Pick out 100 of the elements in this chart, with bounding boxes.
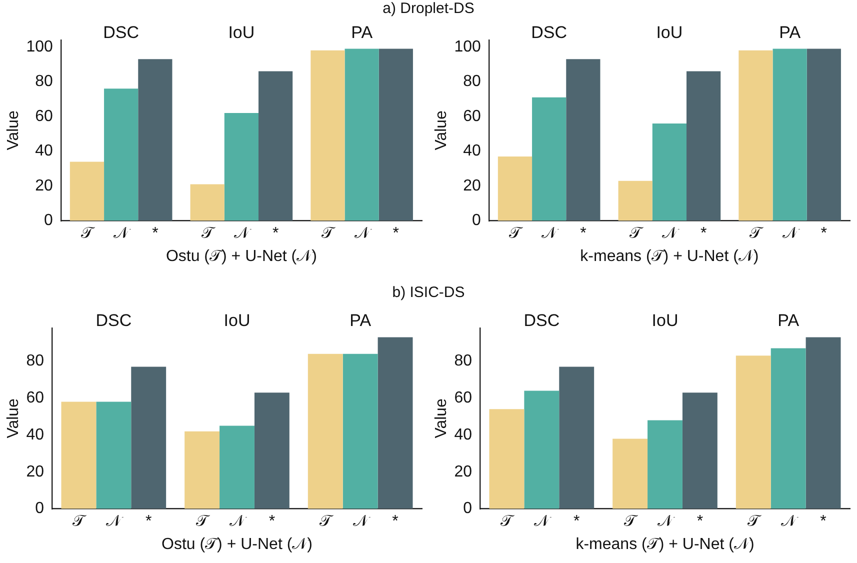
bar: [566, 59, 600, 221]
bar: [378, 337, 413, 509]
x-tick-label: DSC: [524, 311, 560, 330]
text: 𝒩: [662, 225, 677, 242]
text: 𝒯: [624, 513, 636, 530]
bar: [96, 402, 132, 509]
y-axis-title: Value: [5, 110, 22, 150]
bar: [612, 438, 648, 509]
bar: [806, 337, 841, 509]
bar: [559, 366, 594, 509]
text: 𝒩: [352, 513, 368, 530]
x-tick-label: PA: [778, 311, 800, 330]
text: *: [392, 225, 400, 242]
y-axis-title: Value: [5, 398, 22, 438]
x-tick-label: PA: [351, 23, 374, 42]
x-axis-title: Ostu (𝒯) + U-Net (𝒩): [166, 248, 317, 265]
series-label: 𝒯: [80, 225, 96, 242]
y-tick-label: 0: [463, 500, 472, 518]
bar: [806, 48, 841, 221]
y-tick-label: 20: [26, 463, 44, 480]
y-tick-label: 80: [463, 73, 481, 90]
text: 𝒯: [629, 225, 642, 242]
bar: [190, 184, 224, 221]
x-axis-title: k-means (𝒯) + U-Net (𝒩): [576, 536, 754, 553]
x-tick-label: IoU: [652, 311, 678, 330]
x-tick-label: DSC: [103, 23, 140, 42]
series-label: *: [573, 513, 580, 530]
y-tick-label: 60: [35, 108, 53, 125]
text: 𝒩: [234, 225, 249, 242]
text: 𝒩: [658, 513, 672, 530]
chart-title: a) Droplet-DS: [382, 0, 476, 17]
bar: [498, 156, 532, 221]
y-tick-label: 60: [454, 390, 472, 407]
bar: [344, 48, 379, 221]
series-label: 𝒯: [72, 513, 88, 530]
bar: [524, 390, 560, 509]
y-tick-label: 80: [26, 352, 44, 370]
bar: [770, 348, 806, 509]
y-axis-title: Value: [433, 398, 450, 438]
y-tick-label: 60: [463, 108, 481, 125]
y-tick-label: 40: [454, 426, 472, 444]
bar: [686, 71, 721, 221]
text: 𝒯: [201, 225, 214, 242]
text: 𝒩: [354, 225, 370, 242]
bar: [652, 123, 686, 221]
series-label: 𝒩: [114, 225, 132, 242]
bar: [258, 71, 293, 221]
text: 𝒯: [750, 225, 762, 242]
y-tick-label: 0: [35, 500, 44, 518]
bar: [131, 366, 166, 509]
series-label: 𝒩: [542, 225, 560, 242]
bar: [618, 180, 652, 221]
y-tick-label: 0: [472, 212, 481, 230]
y-tick-label: 100: [26, 38, 53, 56]
chart-title: b) ISIC-DS: [391, 284, 466, 301]
bar: [224, 113, 258, 221]
text: 𝒩: [230, 513, 244, 530]
bar: [61, 402, 96, 509]
text: *: [392, 513, 398, 530]
bar: [532, 97, 566, 221]
bar: [772, 48, 807, 221]
y-tick-label: 80: [35, 73, 53, 90]
bar: [138, 59, 172, 221]
x-tick-label: IoU: [228, 23, 255, 42]
series-label: *: [580, 225, 586, 242]
text: *: [820, 225, 828, 242]
x-axis-title: k-means (𝒯) + U-Net (𝒩): [580, 248, 759, 265]
text: 𝒯: [322, 225, 334, 242]
y-tick-label: 20: [454, 463, 472, 480]
text: 𝒩: [780, 513, 796, 530]
y-tick-label: 80: [454, 352, 472, 370]
bar: [378, 48, 413, 221]
bar: [308, 354, 343, 509]
x-axis-title: Ostu (𝒯) + U-Net (𝒩): [161, 536, 313, 553]
bar: [682, 392, 718, 509]
series-label: 𝒯: [500, 513, 516, 530]
series-label: 𝒩: [534, 513, 552, 530]
bar: [184, 431, 220, 509]
x-tick-label: IoU: [656, 23, 683, 42]
x-tick-label: DSC: [531, 23, 568, 42]
bar: [254, 392, 290, 509]
x-tick-label: IoU: [224, 311, 250, 330]
text: *: [272, 225, 279, 242]
series-label: 𝒩: [106, 513, 124, 530]
text: *: [820, 513, 826, 530]
bar: [489, 409, 524, 509]
bar: [220, 426, 254, 509]
bar: [342, 354, 378, 509]
y-tick-label: 100: [454, 38, 481, 56]
bar: [310, 50, 345, 221]
series-label: *: [152, 225, 158, 242]
bar: [104, 88, 138, 221]
y-tick-label: 60: [26, 390, 44, 407]
bar: [738, 50, 773, 221]
x-tick-label: PA: [779, 23, 802, 42]
y-tick-label: 0: [44, 212, 53, 230]
y-tick-label: 40: [26, 426, 44, 444]
y-axis-title: Value: [433, 110, 450, 150]
bar: [70, 162, 104, 221]
text: 𝒯: [196, 513, 208, 530]
